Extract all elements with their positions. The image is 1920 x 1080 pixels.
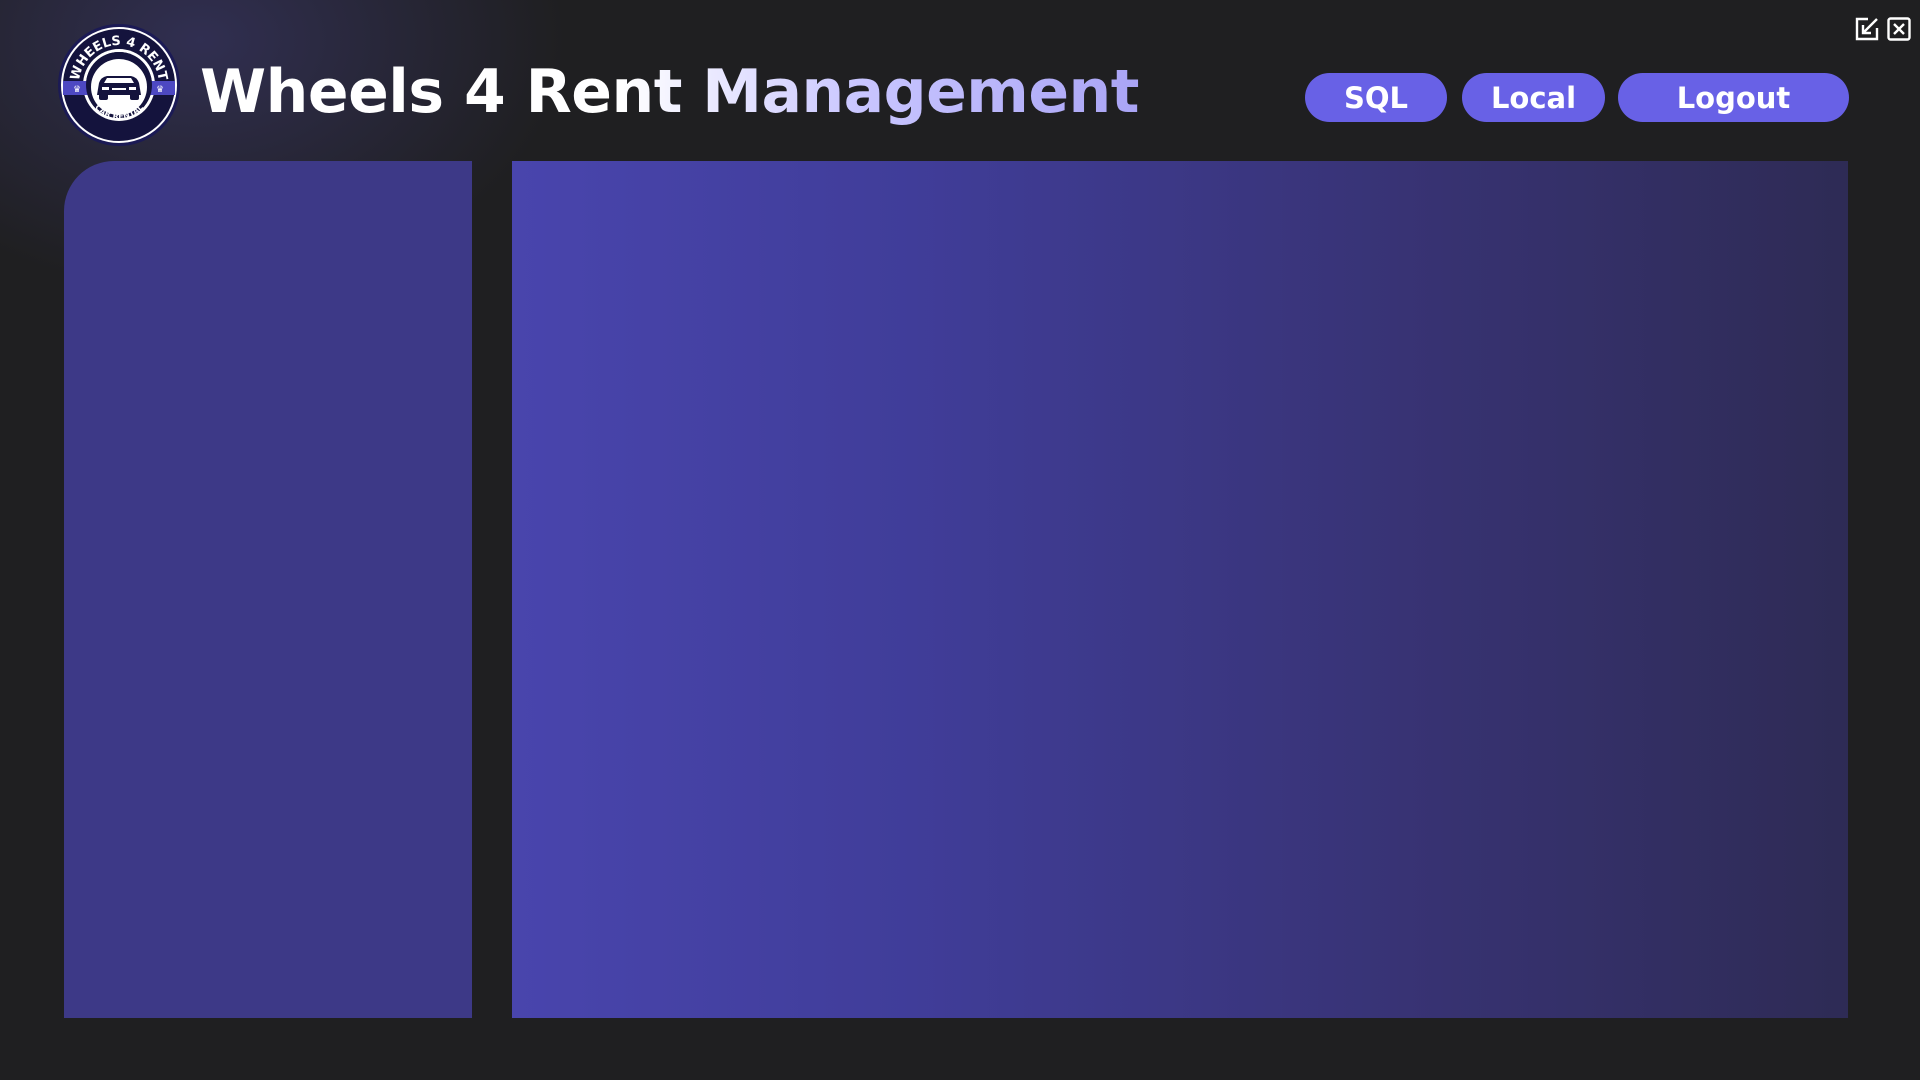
svg-text:♛: ♛ [156,85,164,95]
logo-badge: WHEELS 4 RENT CAR RENTAL ♛ ♛ [58,24,180,146]
logout-button[interactable]: Logout [1618,73,1849,122]
car-icon [97,76,141,100]
page-title: Wheels 4 Rent Management [200,50,1139,134]
sidebar-panel [64,161,472,1018]
close-icon [1887,17,1911,41]
main-content-panel [512,161,1848,1018]
minimize-button[interactable] [1854,16,1880,42]
svg-text:♛: ♛ [73,85,81,95]
local-button[interactable]: Local [1462,73,1605,122]
window-controls [1854,16,1912,42]
close-button[interactable] [1886,16,1912,42]
app-logo: WHEELS 4 RENT CAR RENTAL ♛ ♛ [57,23,181,147]
sql-button[interactable]: SQL [1305,73,1447,122]
minimize-arrow-icon [1855,17,1879,41]
